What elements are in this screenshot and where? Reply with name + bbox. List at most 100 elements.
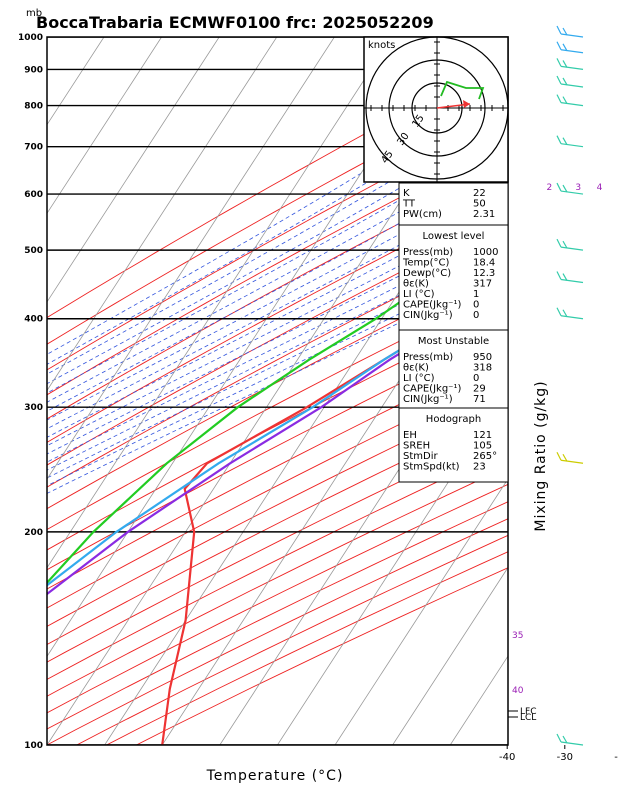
wind-barb-flag [562, 273, 568, 281]
hodograph-frame [363, 36, 509, 183]
wind-barb-staff [560, 741, 584, 746]
index-value: 0 [473, 373, 479, 384]
moist-adiabat [47, 250, 508, 479]
wind-barb-staff [560, 278, 584, 284]
pressure-tick-label: 900 [24, 65, 43, 75]
storm-motion-arrowhead [463, 100, 470, 108]
index-label: StmSpd(kt) [403, 462, 460, 473]
index-value: 12.3 [473, 268, 495, 279]
index-value: 121 [473, 430, 492, 441]
dry-adiabat [47, 483, 508, 714]
isotherm [334, 478, 508, 745]
wind-barb-staff [560, 83, 584, 88]
dry-adiabat [47, 140, 508, 396]
wind-barb-flag [556, 307, 562, 317]
y-axis-label: Mixing Ratio (g/kg) [533, 380, 549, 531]
dry-adiabat [47, 240, 508, 488]
index-value: 18.4 [473, 258, 495, 269]
moist-adiabat [47, 260, 508, 487]
wind-barb-flag [556, 135, 562, 144]
dry-adiabat [47, 501, 508, 730]
pressure-tick-label: 100 [24, 741, 43, 751]
index-label: Press(mb) [403, 352, 453, 363]
index-value: 23 [473, 462, 486, 473]
moist-adiabat [47, 269, 508, 494]
pressure-tick-label: 300 [24, 403, 43, 413]
wind-barb-staff [560, 65, 584, 70]
dry-adiabat [47, 286, 508, 531]
index-value: 950 [473, 352, 492, 363]
temperature-axis: -40-30-20-10010203040 [499, 745, 618, 763]
moist-adiabat [47, 240, 508, 471]
mixing-ratio-line [599, 37, 618, 194]
wind-barb-staff [560, 246, 584, 251]
dry-adiabat [47, 518, 508, 745]
index-value: 317 [473, 279, 492, 290]
wind-barb-flag [556, 75, 562, 85]
plot-background-lines [47, 37, 618, 745]
dry-adiabat [47, 192, 508, 443]
sounding-line [161, 279, 508, 745]
dry-adiabat [47, 167, 508, 420]
isotherm-label: 35 [512, 631, 523, 641]
index-label: K [403, 188, 410, 199]
wind-barb-staff [560, 315, 584, 320]
index-label: CAPE(Jkg⁻¹) [403, 384, 461, 395]
index-label: θε(K) [403, 279, 429, 290]
dry-adiabat [47, 410, 508, 645]
wind-barb-flag [556, 733, 562, 743]
moist-adiabat [47, 135, 508, 394]
temperature-tick-label: -20 [614, 752, 618, 763]
indices-section-title: Hodograph [426, 414, 481, 425]
pressure-tick-label: 1000 [18, 33, 43, 43]
index-label: EH [403, 430, 417, 441]
dry-adiabat [47, 448, 508, 680]
index-label: Dewp(°C) [403, 268, 451, 279]
wind-barb-flag [556, 238, 562, 248]
wind-barb-staff [560, 143, 584, 148]
index-label: PW(cm) [403, 209, 442, 220]
pressure-tick-label: 200 [24, 528, 43, 538]
moist-adiabat [47, 148, 508, 403]
index-value: 22 [473, 188, 486, 199]
hodograph-trace [440, 80, 485, 100]
dry-adiabat [47, 391, 508, 627]
wind-barb-staff [560, 102, 584, 107]
index-label: LI (°C) [403, 373, 435, 384]
isotherm [47, 37, 163, 215]
pressure-tick-label: 400 [24, 315, 43, 325]
temperature-tick-label: -30 [557, 752, 573, 763]
index-label: StmDir [403, 451, 438, 462]
wind-barb-flag [562, 27, 568, 36]
index-value: 0 [473, 310, 479, 321]
mixing-ratio-line [578, 37, 618, 194]
moist-adiabat [47, 185, 508, 430]
moist-adiabat [47, 219, 508, 455]
pressure-tick-label: 800 [24, 102, 43, 112]
index-value: 105 [473, 441, 492, 452]
pressure-tick-label: 500 [24, 246, 43, 256]
index-value: 71 [473, 394, 486, 405]
wind-barb-flag [562, 735, 568, 744]
index-value: 0 [473, 300, 479, 311]
index-label: CAPE(Jkg⁻¹) [403, 300, 461, 311]
dry-adiabat [47, 350, 508, 590]
pressure-axis: 100 200 300 400 500 600 700 800 900 1000 [18, 33, 43, 751]
wind-barb-flag [556, 25, 562, 35]
wind-barb-staff [560, 33, 584, 38]
mixing-ratio-line [549, 37, 618, 194]
index-value: 1000 [473, 247, 498, 258]
indices-section-title: Lowest level [423, 231, 485, 242]
moist-adiabat [47, 92, 508, 365]
dry-adiabat [47, 217, 508, 466]
index-value: 265° [473, 451, 497, 462]
isotherm [47, 37, 393, 569]
dry-adiabat [47, 308, 508, 551]
isotherm [47, 37, 335, 480]
moist-adiabat [47, 229, 508, 463]
mixing-ratio-labels: 12346810121416182025303540 [500, 183, 603, 696]
pressure-tick-label: 700 [24, 143, 43, 153]
wind-barb-flag [562, 453, 568, 462]
pressure-tick-label: 600 [24, 190, 43, 200]
